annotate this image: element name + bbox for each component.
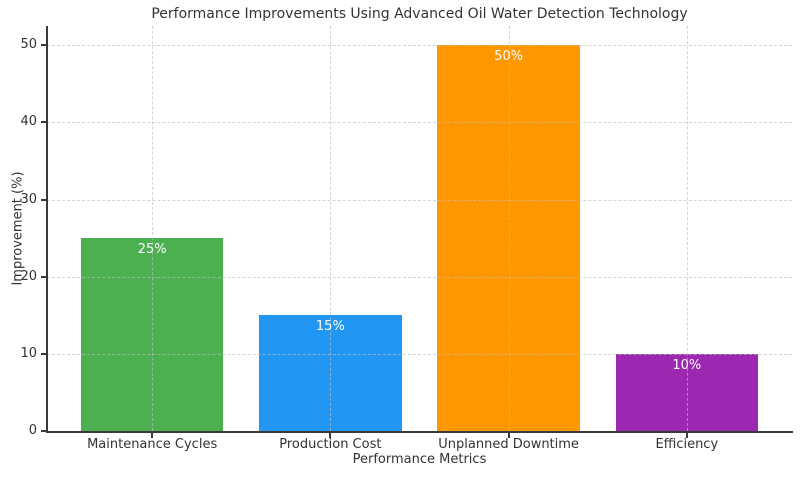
bar-value-label: 50% (494, 49, 524, 65)
x-axis-label: Performance Metrics (352, 452, 487, 467)
bar (615, 353, 759, 431)
x-tick-mark (507, 433, 510, 438)
y-axis-spine (46, 26, 48, 433)
y-grid-line (47, 353, 792, 355)
bar (437, 45, 580, 431)
y-tick-mark (41, 198, 47, 201)
x-grid-line (508, 26, 510, 431)
bar-value-label: 15% (315, 319, 345, 335)
x-grid-line (152, 26, 154, 431)
y-grid-line (47, 45, 792, 47)
x-tick-label: Production Cost (279, 437, 382, 452)
y-tick-label: 0 (28, 423, 37, 438)
x-tick-mark (329, 433, 332, 438)
y-tick-label: 30 (20, 191, 37, 207)
y-tick-mark (41, 44, 47, 47)
y-tick-label: 50 (20, 37, 37, 53)
y-tick-label: 10 (20, 345, 37, 361)
x-axis-spine (46, 431, 793, 433)
y-grid-line (47, 276, 792, 278)
y-tick-mark (41, 275, 47, 278)
y-tick-label: 20 (20, 268, 37, 284)
x-tick-mark (151, 433, 154, 438)
x-tick-mark (685, 433, 688, 438)
bar-value-label: 25% (137, 242, 167, 258)
x-tick-label: Maintenance Cycles (87, 437, 218, 452)
chart-title: Performance Improvements Using Advanced … (151, 6, 688, 22)
x-grid-line (686, 26, 688, 431)
x-tick-label: Unplanned Downtime (438, 437, 579, 452)
y-tick-mark (41, 352, 47, 355)
bar-value-label: 10% (672, 357, 702, 373)
y-grid-line (47, 199, 792, 201)
x-tick-label: Efficiency (655, 437, 719, 452)
y-tick-mark (41, 121, 47, 124)
x-grid-line (330, 26, 332, 431)
y-tick-label: 40 (20, 114, 37, 130)
y-grid-line (47, 122, 792, 124)
y-tick-mark (41, 430, 47, 432)
bar (259, 315, 402, 431)
